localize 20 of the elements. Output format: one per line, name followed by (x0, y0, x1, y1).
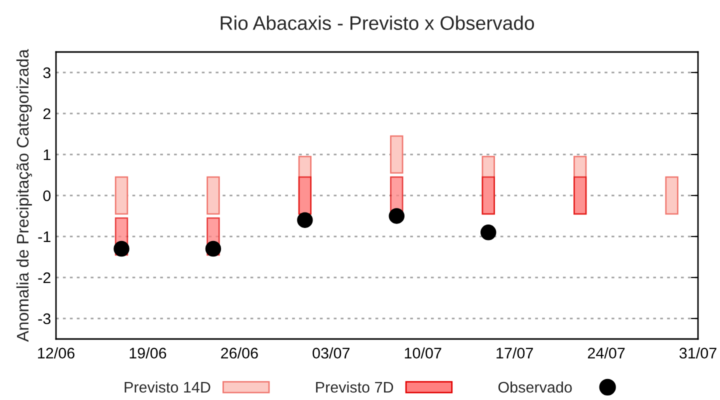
legend-label: Previsto 7D (316, 381, 394, 393)
y-tick-label: -3 (38, 313, 50, 324)
x-tick-label: 31/07 (679, 347, 716, 359)
x-tick-label: 24/07 (588, 347, 625, 359)
x-tick-label: 03/07 (312, 347, 350, 359)
x-tick-label: 10/07 (404, 347, 442, 359)
y-tick-label: 0 (43, 190, 51, 202)
y-tick-label: 2 (43, 108, 50, 120)
y-tick-label: 3 (43, 67, 50, 78)
x-tick-label: 12/06 (38, 347, 74, 359)
chart-title: Rio Abacaxis - Previsto x Observado (220, 16, 534, 30)
legend-label: Observado (498, 381, 572, 393)
x-tick-label: 17/07 (496, 347, 533, 359)
y-tick-label: 1 (44, 150, 50, 160)
x-tick-label: 26/06 (221, 347, 258, 359)
y-tick-label: -2 (38, 272, 50, 284)
x-tick-label: 19/06 (130, 347, 166, 359)
y-tick-label: -1 (38, 232, 50, 242)
y-axis-title: Anomalia de Precipitação Categorizada (16, 49, 32, 342)
legend-label: Previsto 14D (124, 381, 210, 393)
